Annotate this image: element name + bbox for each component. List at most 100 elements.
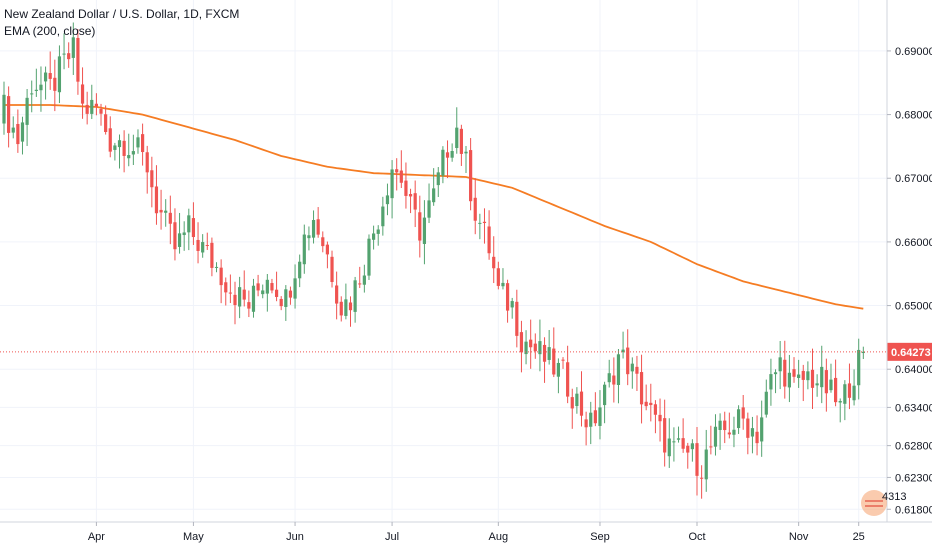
candle-down: [783, 359, 787, 387]
xtick-label: 25: [853, 531, 865, 543]
candle-up: [427, 200, 431, 218]
watermark-badge: 4313: [861, 490, 906, 516]
badge-stripe: [865, 505, 883, 507]
candle-up: [261, 290, 265, 295]
candle-up: [432, 188, 436, 203]
candle-down: [570, 397, 574, 409]
grid: [0, 0, 887, 522]
candle-down: [358, 283, 362, 285]
candle-up: [672, 441, 676, 443]
candle-down: [104, 114, 108, 133]
candle-up: [367, 238, 371, 276]
candle-up: [616, 354, 621, 386]
candle-up: [422, 217, 427, 244]
candle-down: [723, 420, 727, 431]
candle-down: [519, 332, 524, 353]
candle-up: [690, 443, 694, 450]
candle-up: [353, 280, 357, 312]
candle-down: [288, 290, 293, 298]
candle-up: [57, 56, 62, 93]
candle-down: [408, 194, 413, 197]
candle-down: [658, 414, 662, 422]
symbol-title[interactable]: New Zealand Dollar / U.S. Dollar, 1D, FX…: [4, 7, 240, 21]
candle-up: [815, 383, 819, 386]
candle-down: [335, 285, 339, 304]
candle-up: [62, 53, 66, 55]
last-price-label: 0.64273: [891, 347, 931, 359]
price-axis[interactable]: 0.69000 0.68000 0.67000 0.66000 0.65000 0.640…: [887, 46, 932, 516]
candle-down: [686, 445, 690, 453]
candle-up: [547, 347, 551, 360]
candle-down: [746, 418, 750, 438]
candle-up: [704, 449, 708, 480]
candle-up: [298, 261, 302, 279]
indicator-label[interactable]: EMA (200, close): [4, 24, 96, 38]
candle-down: [755, 431, 759, 444]
last-price-line-group: 0.64273: [0, 342, 932, 361]
candle-down: [196, 239, 200, 251]
candle-down: [561, 359, 565, 361]
candle-up: [607, 373, 611, 383]
candle-down: [482, 221, 487, 224]
candle-up: [265, 279, 269, 294]
candle-up: [806, 371, 810, 381]
ytick-label: 0.62800: [895, 441, 932, 453]
candle-down: [330, 256, 334, 283]
candle-up: [787, 372, 791, 388]
candle-down: [635, 366, 639, 374]
candle-up: [39, 84, 43, 91]
candle-up: [390, 169, 394, 199]
candle-up: [90, 99, 94, 114]
candle-up: [284, 289, 288, 307]
candle-up: [127, 155, 131, 159]
candle-down: [210, 242, 214, 268]
candle-down: [709, 446, 713, 448]
candle-down: [469, 150, 473, 202]
candle-down: [579, 391, 584, 416]
candle-down: [487, 226, 491, 254]
candle-down: [792, 369, 796, 377]
candle-up: [760, 417, 764, 442]
candle-down: [445, 152, 450, 158]
candle-up: [214, 266, 219, 268]
candle-up: [71, 37, 75, 58]
xtick-label: Aug: [489, 531, 509, 543]
xtick-label: Oct: [688, 531, 705, 543]
candle-up: [736, 409, 741, 429]
candle-up: [436, 172, 440, 186]
candle-down: [810, 369, 815, 388]
candle-down: [99, 109, 103, 114]
candle-up: [344, 299, 348, 316]
candle-down: [16, 123, 20, 145]
candle-up: [238, 287, 242, 307]
ytick-label: 0.69000: [895, 46, 932, 58]
candle-up: [376, 229, 380, 234]
candle-up: [838, 401, 842, 403]
ytick-label: 0.67000: [895, 173, 932, 185]
candle-down: [473, 197, 477, 221]
candle-up: [732, 429, 736, 435]
candle-down: [321, 237, 325, 247]
candle-down: [228, 292, 232, 294]
candle-down: [834, 377, 838, 403]
candle-down: [205, 245, 209, 247]
candle-up: [43, 72, 48, 82]
candle-up: [861, 351, 865, 354]
candle-down: [663, 418, 667, 453]
candle-up: [117, 140, 122, 148]
candle-up: [478, 222, 482, 224]
time-axis[interactable]: Apr May Jun Jul Aug Sep Oct Nov 25: [88, 522, 865, 543]
candle-down: [496, 268, 500, 286]
candle-up: [25, 97, 29, 125]
candle-up: [464, 151, 468, 154]
candle-up: [773, 372, 778, 375]
candle-up: [764, 391, 768, 415]
candle-up: [201, 242, 205, 253]
candle-up: [441, 149, 445, 176]
candle-up: [501, 282, 505, 287]
ytick-label: 0.68000: [895, 110, 932, 122]
candle-up: [34, 89, 38, 91]
